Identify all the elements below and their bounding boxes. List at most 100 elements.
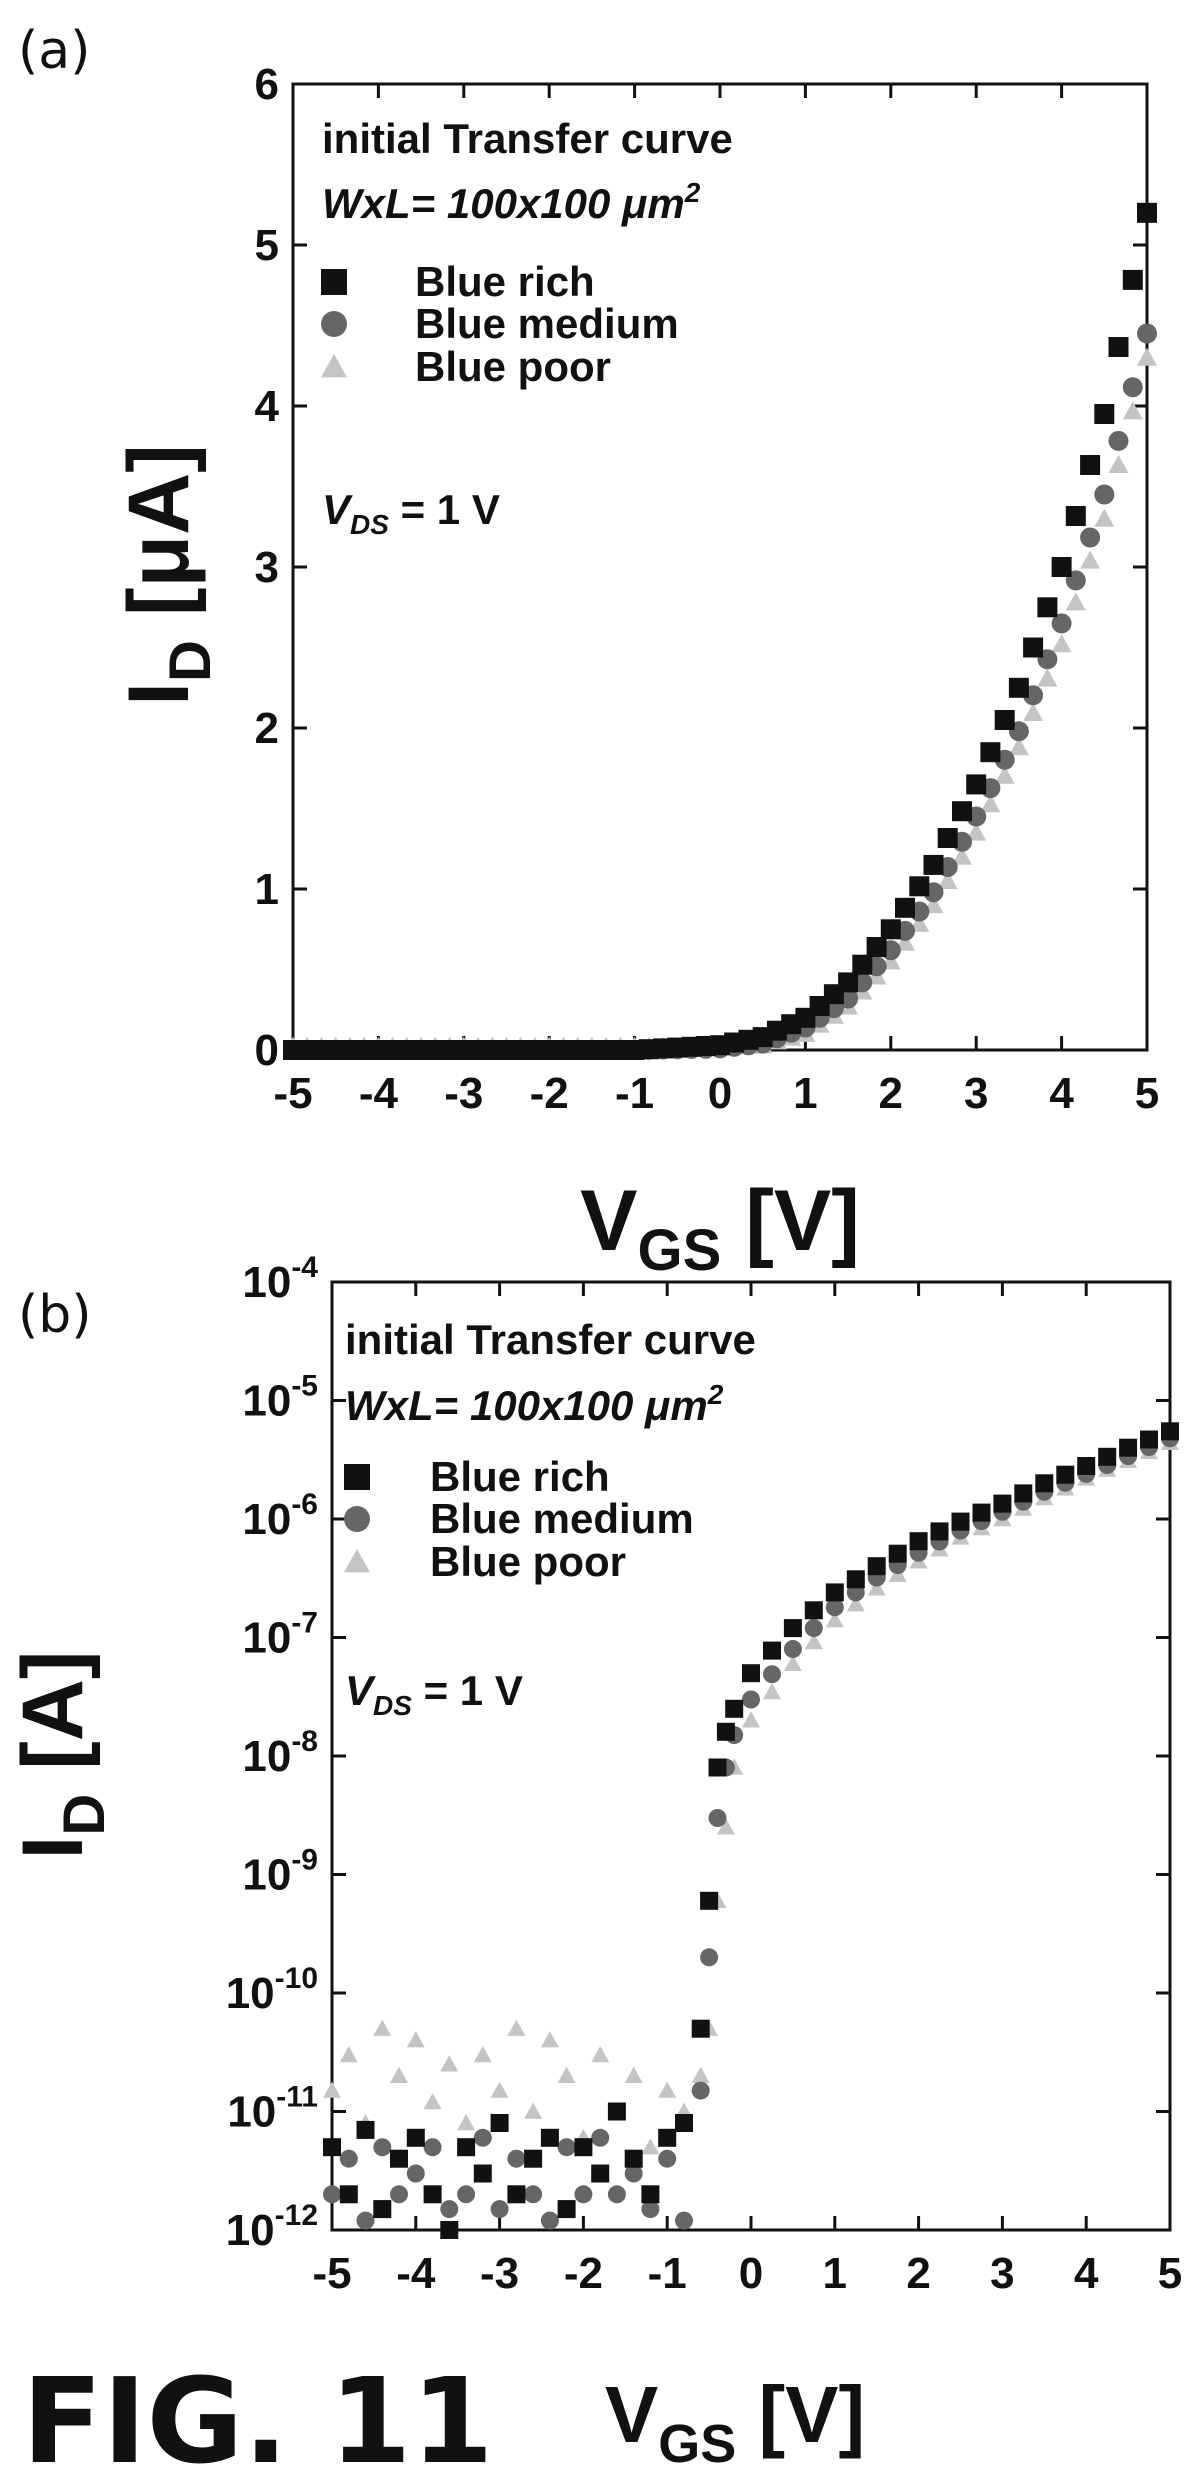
- data-point-blue-poor: [804, 1633, 823, 1650]
- legend-label-blue-medium: Blue medium: [430, 1495, 694, 1542]
- data-point-blue-rich: [457, 2138, 476, 2157]
- panel-a-y-tick-label: 5: [255, 221, 279, 270]
- legend-label-blue-poor: Blue poor: [415, 343, 611, 390]
- data-point-blue-medium: [804, 1619, 823, 1638]
- data-point-blue-medium: [356, 2211, 375, 2230]
- data-point-blue-poor: [742, 1711, 760, 1728]
- panel-a-y-tick-label: 2: [255, 704, 279, 753]
- panel-a-legend: initial Transfer curve WxL= 100x100 μm2 …: [321, 115, 733, 540]
- panel-b-dimension-exponent: 2: [707, 1379, 724, 1410]
- data-point-blue-rich: [323, 2138, 341, 2157]
- data-point-blue-rich: [1080, 455, 1101, 475]
- data-point-blue-rich: [763, 1641, 781, 1660]
- data-point-blue-poor: [1108, 455, 1129, 473]
- data-point-blue-medium: [700, 1948, 719, 1967]
- data-point-blue-rich: [356, 2120, 375, 2139]
- series-blue-rich: [283, 202, 1157, 1060]
- panel-a-dimension-exponent: 2: [684, 177, 701, 208]
- data-point-blue-rich: [1098, 1447, 1117, 1466]
- data-point-blue-rich: [557, 2200, 576, 2219]
- data-point-blue-rich: [1108, 337, 1129, 357]
- panel-a-label: (a): [18, 21, 90, 81]
- data-point-blue-medium: [423, 2138, 442, 2157]
- data-point-blue-rich: [1119, 1438, 1138, 1457]
- data-point-blue-medium: [591, 2128, 610, 2147]
- panel-a-y-tick-label: 4: [255, 382, 280, 431]
- data-point-blue-rich: [658, 2128, 677, 2147]
- data-point-blue-rich: [980, 742, 1001, 763]
- data-point-blue-rich: [994, 710, 1015, 730]
- data-point-blue-poor: [1051, 634, 1072, 653]
- panel-a-x-tick-label: 3: [964, 1069, 988, 1118]
- data-point-blue-rich: [1122, 269, 1143, 290]
- panel-b-x-axis-unit: [V]: [736, 2370, 865, 2459]
- data-point-blue-rich: [540, 2128, 559, 2147]
- data-point-blue-medium: [457, 2185, 476, 2204]
- panel-b-y-tick-label: 10-9: [242, 1844, 318, 1900]
- data-point-blue-rich: [716, 1722, 735, 1741]
- data-point-blue-poor: [423, 2093, 442, 2110]
- data-point-blue-medium: [1094, 484, 1115, 505]
- data-point-blue-rich: [339, 2185, 358, 2204]
- data-point-blue-rich: [993, 1494, 1012, 1513]
- data-point-blue-rich: [852, 954, 873, 975]
- panel-b-y-tick-label: 10-7: [242, 1607, 318, 1663]
- data-point-blue-rich: [725, 1699, 744, 1718]
- legend-label-blue-medium: Blue medium: [415, 300, 679, 347]
- panel-b-x-tick-label: 2: [906, 2249, 930, 2298]
- panel-b-x-tick-label: -4: [396, 2249, 436, 2298]
- panel-b-legend-condition: VDS = 1 V: [345, 1667, 523, 1721]
- data-point-blue-poor: [783, 1654, 802, 1671]
- data-point-blue-poor: [624, 2066, 643, 2083]
- data-point-blue-medium: [557, 2138, 576, 2157]
- data-point-blue-rich: [1065, 506, 1086, 526]
- data-point-blue-rich: [838, 972, 859, 993]
- panel-b-label: (b): [18, 1285, 92, 1345]
- y-tick-exponent: -10: [275, 1962, 318, 1995]
- data-point-blue-rich: [952, 801, 972, 822]
- legend-marker-blue-medium: [344, 1506, 370, 1532]
- panel-a-x-tick-label: 4: [1049, 1069, 1074, 1118]
- data-point-blue-rich: [641, 2185, 660, 2204]
- panel-a-plot-area: [291, 82, 1149, 1052]
- data-point-blue-medium: [440, 2200, 459, 2219]
- data-point-blue-medium: [624, 2164, 643, 2183]
- data-point-blue-rich: [524, 2149, 543, 2168]
- data-point-blue-medium: [658, 2149, 677, 2168]
- data-point-blue-poor: [691, 2066, 710, 2083]
- y-tick-base: 10: [226, 2206, 275, 2255]
- figure-caption: FIG. 11: [22, 2352, 493, 2488]
- data-point-blue-medium: [641, 2200, 660, 2219]
- data-point-blue-poor: [373, 2019, 392, 2036]
- panel-b-legend-dimension: WxL= 100x100 μm2: [345, 1379, 724, 1429]
- y-tick-base: 10: [242, 1377, 291, 1426]
- data-point-blue-poor: [641, 2138, 660, 2155]
- panel-a-x-axis-sub: GS: [638, 1218, 722, 1283]
- panel-b-y-axis-unit: [A]: [5, 1650, 101, 1793]
- data-point-blue-rich: [1023, 637, 1044, 658]
- data-point-blue-poor: [323, 2081, 341, 2098]
- panel-b-x-axis-main: V: [605, 2370, 658, 2459]
- panel-b-y-tick-label: 10-10: [226, 1962, 318, 2018]
- panel-b-y-axis-sub: D: [52, 1794, 117, 1836]
- data-point-blue-rich: [880, 919, 901, 940]
- data-point-blue-medium: [708, 1809, 727, 1827]
- y-tick-exponent: -4: [291, 1251, 318, 1284]
- data-point-blue-medium: [825, 1598, 844, 1617]
- panel-a-y-tick-label: 1: [255, 865, 279, 914]
- data-point-blue-poor: [1065, 592, 1086, 611]
- panel-b-x-tick-label: -3: [480, 2249, 519, 2298]
- data-point-blue-medium: [675, 2211, 693, 2230]
- legend-label-blue-rich: Blue rich: [415, 258, 595, 305]
- data-point-blue-medium: [1122, 377, 1143, 398]
- y-tick-base: 10: [226, 1969, 275, 2018]
- data-point-blue-rich: [440, 2221, 459, 2239]
- y-tick-exponent: -8: [291, 1725, 318, 1758]
- data-point-blue-medium: [1051, 613, 1072, 634]
- data-point-blue-rich: [1051, 557, 1072, 577]
- panel-b-y-tick-label: 10-11: [227, 2081, 318, 2137]
- legend-marker-blue-rich: [344, 1464, 370, 1490]
- data-point-blue-rich: [888, 1544, 907, 1563]
- data-point-blue-poor: [1137, 347, 1157, 366]
